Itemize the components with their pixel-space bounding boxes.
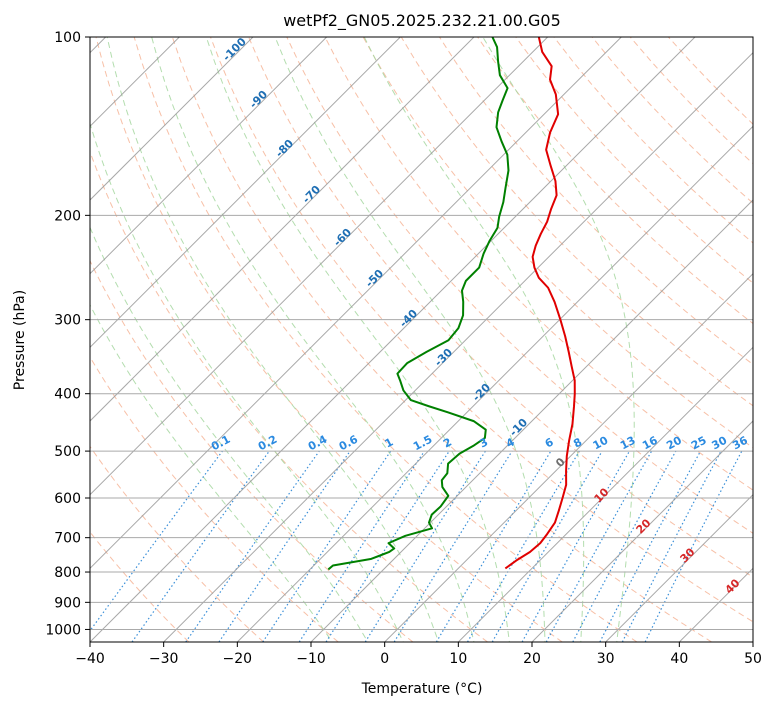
x-tick-label: 10	[449, 651, 467, 667]
plot-frame	[89, 36, 754, 643]
moist-adiabat	[274, 37, 546, 642]
y-tick-label: 300	[54, 313, 81, 329]
dewpoint-profile-line	[327, 37, 510, 571]
isotherm-line	[90, 37, 254, 201]
dry-adiabat	[171, 37, 712, 642]
dry-adiabat	[90, 259, 414, 642]
mixing-ratio-label: 25	[689, 434, 709, 453]
chart-title: wetPf2_GN05.2025.232.21.00.G05	[283, 11, 561, 31]
dry-adiabat	[515, 37, 753, 284]
moist-adiabat	[90, 226, 369, 642]
x-tick-label: −10	[296, 651, 326, 667]
isotherm-line	[90, 37, 475, 422]
y-tick-label: 800	[54, 565, 81, 581]
mixing-ratio-label: 30	[710, 434, 730, 453]
pressure-gridlines	[90, 214, 753, 630]
dry-adiabat	[90, 356, 339, 642]
dry-adiabat	[286, 37, 753, 534]
isotherm-line	[531, 420, 753, 642]
x-tick-label: 20	[523, 651, 541, 667]
y-tick-label: 600	[54, 491, 81, 507]
x-tick-label: 50	[744, 651, 762, 667]
isotherms	[90, 37, 753, 642]
plot-area: 0.1 0.2 0.4 0.6 1 1.5 2 3 4 6 8 10 13 16 20 25 30 36-100-…	[90, 37, 753, 642]
mixing-ratio-line	[185, 450, 320, 642]
mixing-ratio-line	[298, 450, 425, 642]
x-tick-label: 0	[380, 651, 389, 667]
moist-adiabat	[363, 37, 585, 642]
dry-adiabats	[90, 37, 753, 642]
x-tick-label: −30	[149, 651, 179, 667]
mixing-ratio-line	[90, 450, 223, 632]
y-tick-label: 200	[54, 208, 81, 224]
dry-adiabat	[90, 445, 264, 642]
mixing-ratio-line	[545, 450, 653, 642]
y-tick-label: 700	[54, 531, 81, 547]
x-tick-label: −40	[75, 651, 105, 667]
y-axis-ticks: 100 200 300 400 500 600 700 800 900 1000	[45, 30, 90, 638]
dry-adiabat	[210, 37, 753, 623]
x-axis-ticks: −40 −30 −20 −10 0 10 20 30 40 50	[75, 642, 762, 667]
y-tick-label: 900	[54, 595, 81, 611]
mixing-ratio-label: 20	[664, 434, 684, 453]
dry-adiabat	[324, 37, 753, 491]
isotherm-line	[310, 199, 753, 642]
x-tick-label: 30	[597, 651, 615, 667]
isotherm-line	[457, 346, 753, 642]
mixing-ratio-label: 36	[730, 434, 750, 453]
mixing-ratio-line	[644, 450, 743, 642]
isotherm-line	[605, 493, 753, 642]
moist-adiabat	[482, 37, 635, 642]
moist-adiabat	[106, 37, 440, 642]
isotherm-line	[384, 272, 753, 642]
moist-adiabat	[90, 303, 333, 642]
mixing-ratio-label: 10	[591, 434, 611, 453]
mixing-ratio-label: 16	[640, 434, 660, 453]
moist-adiabat	[90, 121, 404, 642]
profile-series	[327, 37, 576, 571]
isotherm-line	[236, 125, 753, 642]
dry-adiabat	[133, 37, 638, 642]
x-tick-label: −20	[223, 651, 253, 667]
y-axis-label: Pressure (hPa)	[12, 290, 28, 390]
mixing-ratio-label: 13	[618, 434, 638, 453]
isotherm-line	[90, 37, 328, 275]
mixing-ratio-line	[131, 450, 270, 642]
isotherm-line	[90, 37, 696, 642]
mixing-ratio-line	[218, 450, 351, 642]
y-tick-label: 400	[54, 387, 81, 403]
mixing-ratio-line	[262, 450, 392, 642]
dry-adiabat	[248, 37, 753, 578]
temperature-profile-line	[504, 37, 576, 570]
mixing-ratio-line	[393, 450, 513, 642]
y-tick-label: 1000	[45, 622, 81, 638]
isotherm-line	[90, 37, 622, 570]
isotherm-line	[90, 37, 401, 349]
mixing-ratio-lines	[90, 450, 743, 642]
x-axis-label: Temperature (°C)	[361, 681, 483, 697]
moist-adiabat	[151, 37, 475, 642]
isotherm-line	[90, 37, 549, 496]
isotherm-line	[163, 51, 753, 642]
dry-adiabat	[95, 37, 563, 642]
mixing-ratio-line	[572, 450, 677, 642]
mixing-ratio-line	[325, 450, 450, 642]
mixing-ratio-line	[521, 450, 631, 642]
moist-adiabats	[90, 37, 635, 642]
y-tick-label: 500	[54, 444, 81, 460]
moist-adiabat	[205, 37, 510, 642]
y-tick-label: 100	[54, 30, 81, 46]
x-tick-label: 40	[670, 651, 688, 667]
